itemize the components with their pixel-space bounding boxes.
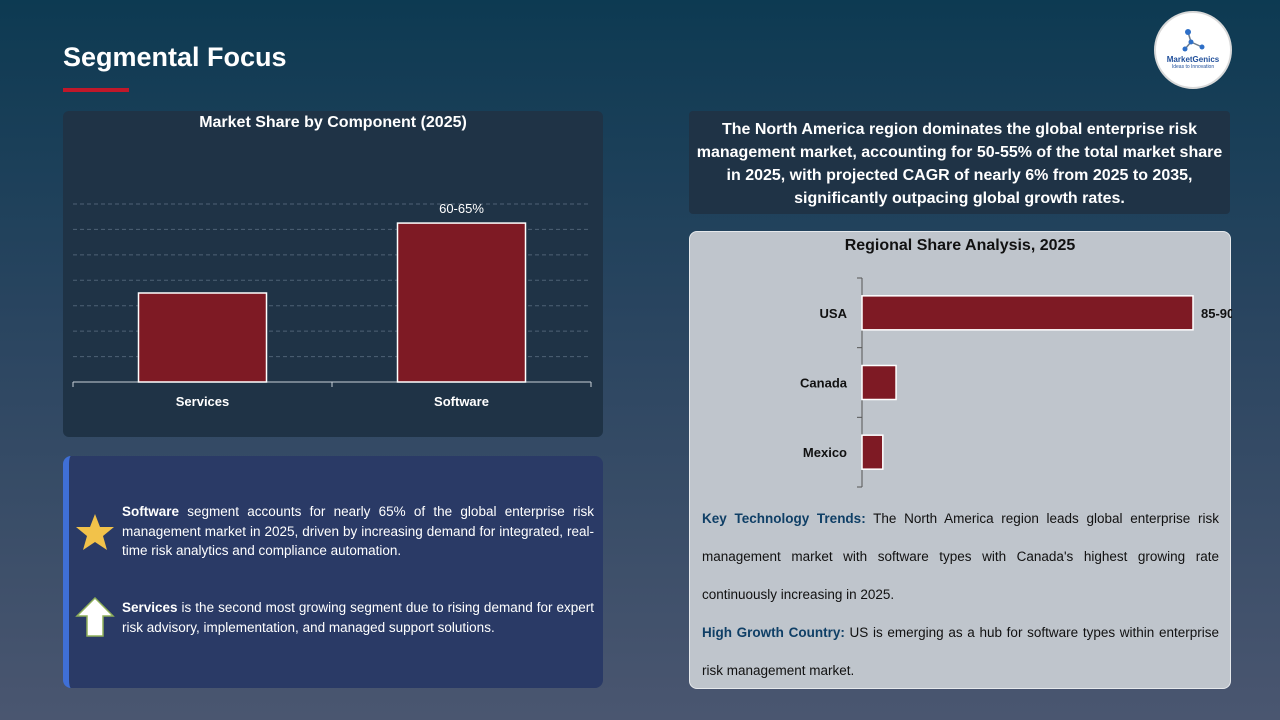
regional-bar-chart: USA 85-90% Canada Mexico [800, 277, 1232, 488]
chart-title: Market Share by Component (2025) [199, 114, 467, 131]
page-title: Segmental Focus [63, 42, 287, 72]
bar [861, 434, 884, 470]
services-info-bold: Services [122, 600, 178, 615]
title-underline [63, 88, 129, 92]
regional-panel: Regional Share Analysis, 2025 USA 85-90% C… [689, 231, 1232, 690]
x-tick-label: Software [434, 394, 489, 409]
data-label: 85-90% [1201, 306, 1232, 321]
bar [861, 364, 897, 401]
software-info: Software segment accounts for nearly 65%… [122, 502, 594, 561]
network-icon [1182, 29, 1205, 52]
logo: MarketGenics Ideas to Innovation [1154, 11, 1232, 89]
key-trends-label: Key Technology Trends: [702, 511, 866, 526]
data-label: 60-65% [439, 201, 484, 216]
bar [861, 295, 1194, 331]
services-info-text: is the second most growing segment due t… [122, 600, 594, 635]
chart-title: Regional Share Analysis, 2025 [844, 237, 1076, 254]
high-growth-text: US is emerging as a hub for software typ… [702, 625, 1219, 678]
high-growth: High Growth Country: US is emerging as a… [702, 614, 1219, 690]
component-bar-chart: Services Software 60-65% [72, 201, 592, 409]
segment-info-panel: Software segment accounts for nearly 65%… [63, 456, 603, 688]
star-icon [76, 514, 114, 550]
x-tick-label: Services [176, 394, 230, 409]
component-chart-panel: Market Share by Component (2025) Service… [63, 111, 603, 437]
logo-name: MarketGenics [1166, 55, 1220, 64]
y-tick-label: Canada [800, 376, 848, 391]
y-tick-label: USA [820, 306, 848, 321]
up-arrow-icon [75, 596, 115, 637]
y-tick-label: Mexico [803, 445, 847, 460]
north-america-highlight: The North America region dominates the g… [689, 111, 1230, 214]
bar [396, 222, 527, 383]
high-growth-label: High Growth Country: [702, 625, 845, 640]
software-info-text: segment accounts for nearly 65% of the g… [122, 504, 594, 558]
key-trends: Key Technology Trends: The North America… [702, 500, 1219, 614]
services-info: Services is the second most growing segm… [122, 598, 594, 637]
bar [137, 292, 268, 383]
logo-tagline: Ideas to Innovation [1171, 64, 1215, 70]
software-info-bold: Software [122, 504, 180, 519]
key-trends-text: The North America region leads global en… [702, 511, 1219, 602]
